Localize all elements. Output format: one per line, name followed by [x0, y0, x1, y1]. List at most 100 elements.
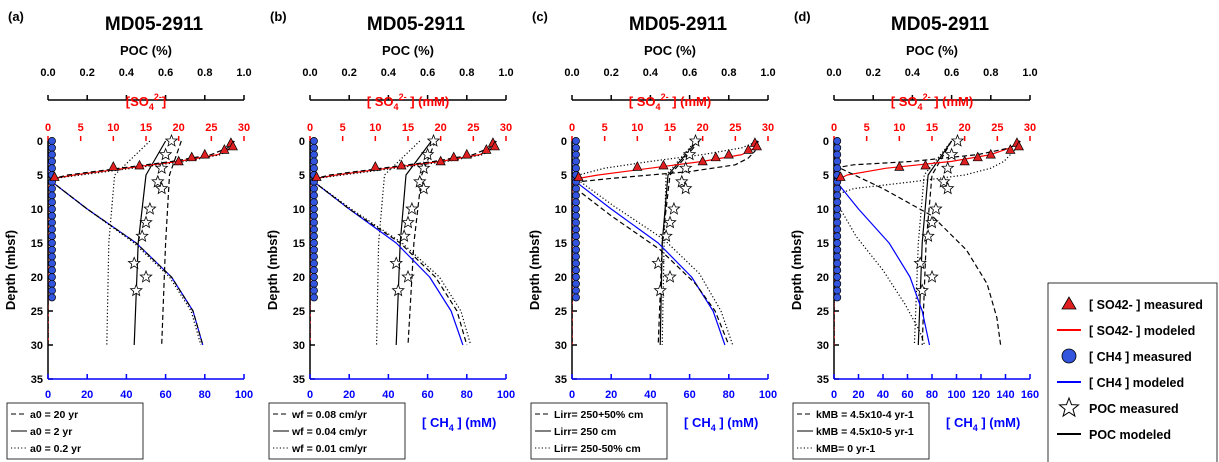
so4-tick-label: 20 — [435, 122, 447, 134]
ch4-measured-point — [833, 225, 842, 234]
ch4-tick-label: 20 — [852, 389, 864, 401]
ch4-measured-point — [833, 286, 842, 295]
so4-measured-point — [489, 140, 500, 151]
ch4-tick-label: 80 — [199, 389, 211, 401]
poc-measured-point — [950, 133, 965, 147]
ch4-model-line-solid — [48, 141, 204, 346]
depth-tick-label: 30 — [293, 340, 305, 352]
depth-tick-label: 5 — [561, 170, 567, 182]
poc-tick-label: 0.4 — [381, 67, 397, 79]
plot-area — [572, 140, 759, 346]
ch4-measured-point — [833, 157, 842, 166]
parameter-legend: kMB = 4.5x10-4 yr-1 kMB = 4.5x10-5 yr-1 kM… — [792, 402, 930, 460]
so4-tick-label: 20 — [697, 122, 709, 134]
so4-axis-label: [ SO42- ] (mM) — [367, 92, 449, 112]
so4-model-line-dash — [572, 140, 759, 345]
depth-tick-label: 10 — [555, 204, 567, 216]
poc-tick-label: 0.0 — [302, 67, 317, 79]
ch4-measured-point — [572, 137, 580, 145]
ch4-measured-point — [572, 232, 580, 241]
shared-legend-label: [ CH4 ] modeled — [1089, 376, 1184, 390]
ch4-measured-point — [310, 259, 318, 268]
poc-tick-label: 0.8 — [459, 67, 474, 79]
depth-tick-label: 15 — [293, 238, 305, 250]
ch4-measured-point — [833, 211, 842, 220]
panel-letter: (b) — [270, 9, 287, 24]
depth-tick-label: 10 — [293, 204, 305, 216]
so4-measured-point — [311, 171, 322, 181]
poc-model-line-dash — [657, 140, 700, 346]
so4-measured-point — [972, 151, 983, 162]
depth-tick-label: 20 — [555, 272, 567, 284]
ch4-tick-label: 0 — [45, 389, 51, 401]
so4-measured-point — [632, 161, 643, 171]
depth-tick-label: 25 — [817, 306, 829, 318]
ch4-measured-point — [833, 198, 842, 207]
shared-legend-label: [ SO42- ] measured — [1089, 298, 1203, 312]
poc-measured-point — [678, 161, 693, 174]
ch4-measured-point — [310, 191, 318, 200]
so4-measured-point — [108, 161, 119, 171]
ch4-tick-label: 140 — [996, 389, 1014, 401]
poc-tick-label: 0.8 — [983, 67, 998, 79]
panel-title: MD05-2911 — [629, 14, 728, 35]
depth-tick-label: 15 — [555, 238, 567, 250]
poc-tick-label: 0.4 — [119, 67, 135, 79]
legend-symbol-star — [1058, 396, 1080, 418]
ch4-measured-point — [833, 143, 842, 152]
plot-area — [48, 140, 235, 346]
so4-measured-point — [461, 148, 472, 159]
so4-tick-label: 25 — [205, 122, 217, 134]
depth-tick-label: 35 — [555, 374, 567, 386]
depth-tick-label: 5 — [823, 170, 829, 182]
ch4-tick-label: 100 — [947, 389, 965, 401]
ch4-tick-label: 0 — [831, 389, 837, 401]
ch4-model-line-dot — [310, 141, 472, 346]
depth-tick-label: 15 — [817, 238, 829, 250]
poc-model-line-solid — [659, 140, 698, 346]
ch4-tick-label: 60 — [683, 389, 695, 401]
poc-measured-point — [929, 201, 943, 215]
poc-tick-label: 0.4 — [643, 67, 659, 79]
ch4-measured-point — [572, 150, 580, 159]
so4-axis-label: [ SO42- ] (mM) — [891, 92, 973, 112]
panel-d: (d) MD05-2911 POC (%) 0.0 0.2 0.4 0.6 0.8 1.0 [ S… — [789, 9, 1039, 460]
ch4-measured-point — [310, 252, 318, 261]
so4-model-line-dash — [48, 140, 235, 345]
so4-tick-label: 20 — [959, 122, 971, 134]
ch4-measured-point — [48, 205, 56, 213]
ch4-measured-point — [833, 273, 842, 281]
ch4-tick-label: 0 — [307, 389, 313, 401]
depth-axis-label: Depth (mbsf) — [3, 230, 18, 310]
poc-measured-point — [416, 161, 431, 174]
parameter-legend-box — [6, 402, 144, 460]
poc-measured-point — [678, 181, 693, 195]
legend-entry: wf = 0.04 cm/yr — [291, 426, 367, 438]
so4-measured-point — [894, 161, 905, 171]
ch4-tick-label: 60 — [159, 389, 171, 401]
ch4-measured-point — [572, 273, 580, 281]
ch4-model-line-dot — [572, 141, 734, 346]
poc-measured-point — [675, 174, 689, 188]
ch4-measured-point — [310, 245, 318, 254]
ch4-measured-point — [48, 239, 56, 247]
so4-tick-label: 15 — [140, 122, 152, 134]
poc-measured-point — [925, 269, 939, 283]
so4-tick-label: 0 — [307, 122, 313, 134]
so4-tick-label: 25 — [467, 122, 479, 134]
ch4-measured-point — [310, 164, 318, 173]
so4-tick-label: 15 — [664, 122, 676, 134]
so4-measured-point — [370, 161, 381, 171]
so4-measured-point — [835, 171, 846, 181]
depth-tick-label: 0 — [823, 136, 829, 148]
poc-measured-point — [143, 201, 157, 215]
depth-tick-label: 30 — [31, 340, 43, 352]
so4-tick-label: 0 — [45, 122, 51, 134]
so4-model-line-solid — [48, 140, 235, 345]
so4-tick-label: 10 — [893, 122, 905, 134]
poc-measured-point — [426, 133, 441, 147]
poc-measured-point — [659, 229, 673, 242]
so4-axis-label: [SO42-] — [126, 92, 167, 112]
so4-measured-point — [751, 140, 762, 151]
ch4-measured-point — [833, 150, 842, 159]
